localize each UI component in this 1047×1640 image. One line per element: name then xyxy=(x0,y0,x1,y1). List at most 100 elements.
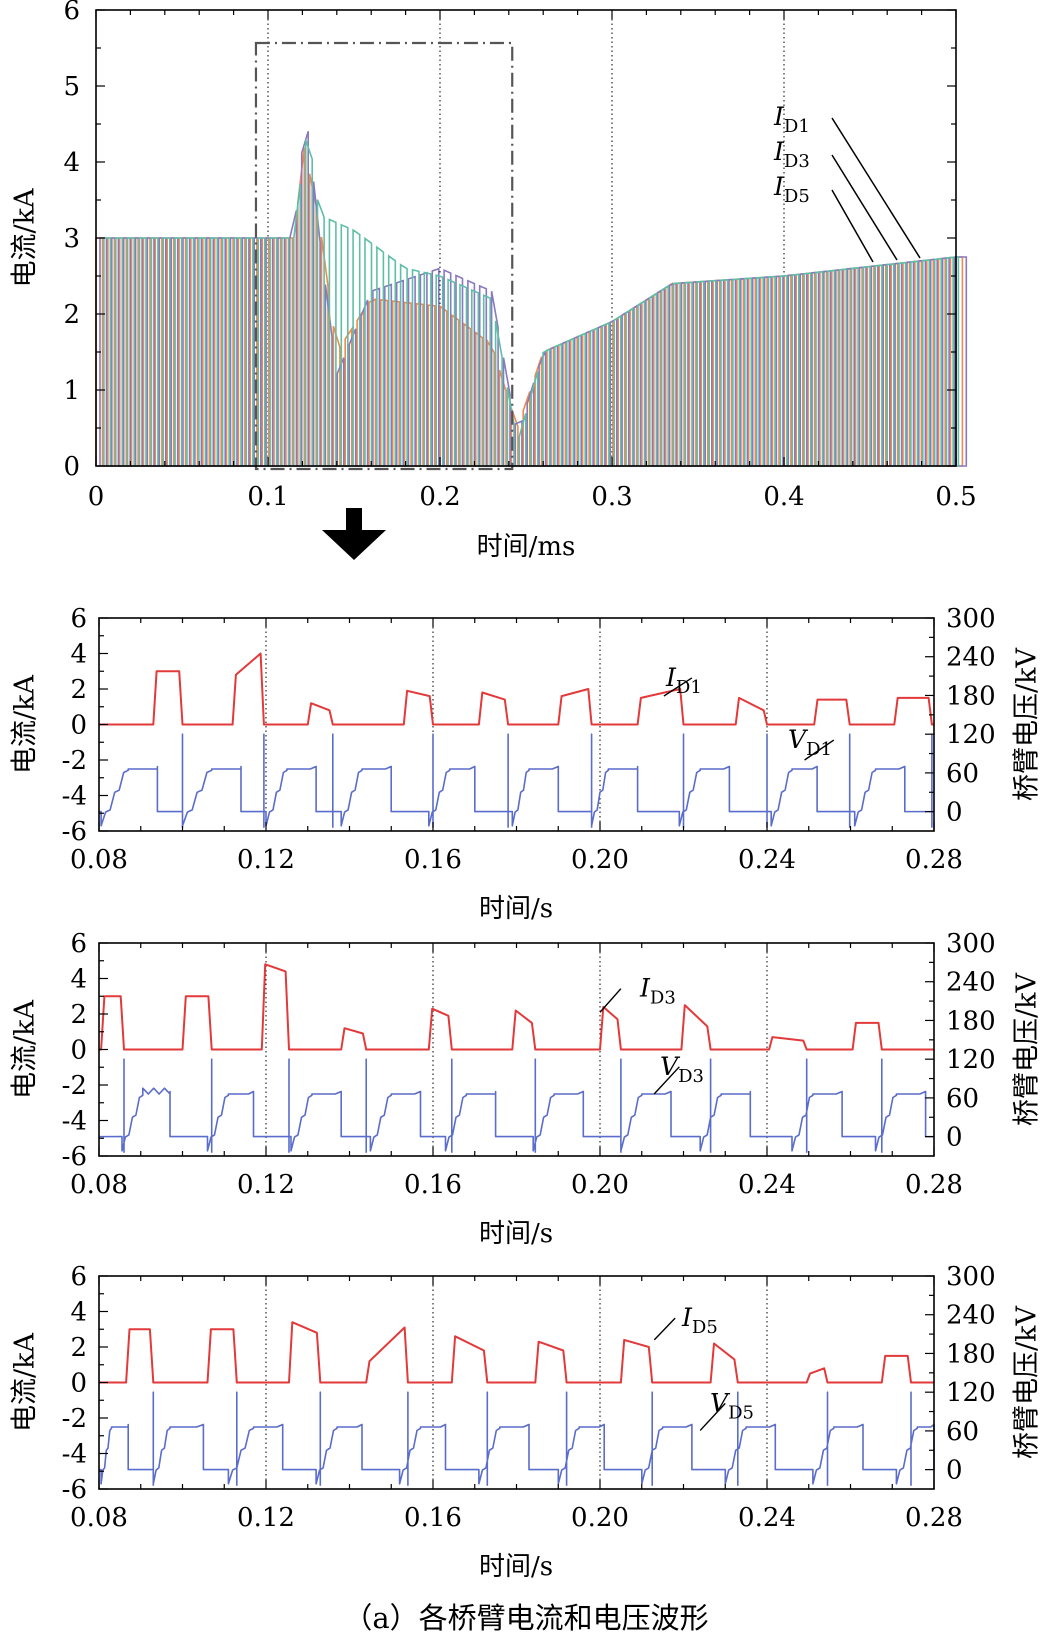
x-tick-label: 0.3 xyxy=(591,482,632,512)
annotation-label-i-d1: ID1 xyxy=(665,663,702,698)
series-line-i-d3 xyxy=(99,131,968,467)
y-right-tick-label: 120 xyxy=(946,1045,996,1075)
y-right-tick-label: 300 xyxy=(946,1262,996,1292)
y-tick-label: 0 xyxy=(70,1036,87,1066)
annotation-label-v-d5: VD5 xyxy=(710,1388,754,1423)
x-tick-label: 0.5 xyxy=(935,482,976,512)
x-tick-label: 0.2 xyxy=(419,482,460,512)
y-tick-label: -6 xyxy=(62,817,87,847)
y-right-tick-label: 60 xyxy=(946,1084,979,1114)
y-right-tick-label: 0 xyxy=(946,1123,963,1153)
x-tick-label: 0.16 xyxy=(404,1503,462,1533)
x-tick-label: 0.12 xyxy=(237,1503,295,1533)
y-tick-label: -6 xyxy=(62,1475,87,1505)
y-tick-label: 1 xyxy=(63,376,80,406)
chart-panel-d1: 0.08 0.12 0.16 0.20 0.24 0.28-6-4-20246060120… xyxy=(10,604,1043,924)
y-tick-label: 4 xyxy=(70,965,87,995)
y-tick-label: 4 xyxy=(70,640,87,670)
y-right-tick-label: 0 xyxy=(946,798,963,828)
annotation-leader-line xyxy=(599,988,622,1013)
y-right-tick-label: 300 xyxy=(946,604,996,634)
series-line-i-d1 xyxy=(99,652,934,726)
y-tick-label: 0 xyxy=(63,452,80,482)
y-tick-label: -4 xyxy=(62,782,87,812)
y-right-tick-label: 240 xyxy=(946,968,996,998)
down-arrow-icon xyxy=(322,508,386,560)
y-tick-label: 2 xyxy=(70,1333,87,1363)
series-line-v-d3 xyxy=(98,1058,935,1153)
y-tick-label: 4 xyxy=(70,1298,87,1328)
annotation-label-i-d3: ID3 xyxy=(639,974,676,1009)
x-tick-label: 0.4 xyxy=(763,482,804,512)
y-right-tick-label: 120 xyxy=(946,1378,996,1408)
annotation-leader-line xyxy=(699,1402,726,1431)
x-axis-title: 时间/s xyxy=(479,894,553,924)
y-right-tick-label: 60 xyxy=(946,759,979,789)
x-tick-label: 0.12 xyxy=(237,1170,295,1200)
x-tick-label: 0.08 xyxy=(70,1503,128,1533)
x-tick-label: 0.28 xyxy=(905,845,963,875)
y-tick-label: 2 xyxy=(70,1000,87,1030)
y-axis-title: 电流/kA xyxy=(10,1000,41,1099)
annotation-leader-line xyxy=(831,117,921,259)
x-tick-label: 0.24 xyxy=(738,1503,796,1533)
y-tick-label: 0 xyxy=(70,711,87,741)
y-tick-label: -2 xyxy=(62,1071,87,1101)
x-tick-label: 0.20 xyxy=(571,1170,629,1200)
series-line-v-d1 xyxy=(98,733,935,828)
y-tick-label: 2 xyxy=(70,675,87,705)
y-tick-label: 5 xyxy=(63,72,80,102)
y-tick-label: 6 xyxy=(70,929,87,959)
y-tick-label: 6 xyxy=(70,1262,87,1292)
x-tick-label: 0.08 xyxy=(70,1170,128,1200)
annotation-leader-line xyxy=(831,189,874,263)
y-right-tick-label: 240 xyxy=(946,1301,996,1331)
y-tick-label: -6 xyxy=(62,1142,87,1172)
y-right-tick-label: 60 xyxy=(946,1417,979,1447)
x-tick-label: 0 xyxy=(88,482,105,512)
x-tick-label: 0.16 xyxy=(404,1170,462,1200)
chart-panel-d5: 0.08 0.12 0.16 0.20 0.24 0.28-6-4-20246060120… xyxy=(10,1262,1043,1582)
x-axis-title: 时间/ms xyxy=(477,532,576,562)
y-tick-label: 0 xyxy=(70,1369,87,1399)
x-axis-title: 时间/s xyxy=(479,1219,553,1249)
x-tick-label: 0.28 xyxy=(905,1503,963,1533)
x-tick-label: 0.28 xyxy=(905,1170,963,1200)
y-tick-label: 4 xyxy=(63,148,80,178)
x-tick-label: 0.24 xyxy=(738,845,796,875)
annotation-leader-line xyxy=(663,677,693,697)
x-tick-label: 0.12 xyxy=(237,845,295,875)
annotation-label-i-d5: ID5 xyxy=(681,1303,718,1338)
series-line-i-d5 xyxy=(99,1321,934,1384)
annotation-leader-line xyxy=(653,1066,680,1095)
y-tick-label: 6 xyxy=(63,0,80,26)
y-tick-label: 6 xyxy=(70,604,87,634)
annotation-label-d1: ID1 xyxy=(773,102,810,137)
series-line-i-d3 xyxy=(99,963,934,1051)
y-axis-title: 电流/kA xyxy=(10,188,41,287)
y-axis-title: 电流/kA xyxy=(10,675,41,774)
top-chart-panel: 0 0.1 0.2 0.3 0.4 0.5 0 1 2 3 4 5 6 时间/ms 电流/kA ID1ID3I… xyxy=(10,0,977,562)
zoom-highlight-box xyxy=(254,41,514,471)
annotation-leader-line xyxy=(804,739,835,761)
annotation-label-v-d3: VD3 xyxy=(660,1052,704,1087)
y-tick-label: 3 xyxy=(63,224,80,254)
x-tick-label: 0.16 xyxy=(404,845,462,875)
x-tick-label: 0.08 xyxy=(70,845,128,875)
y-tick-label: -2 xyxy=(62,746,87,776)
annotation-leader-line xyxy=(831,154,898,261)
x-tick-label: 0.1 xyxy=(247,482,288,512)
figure-caption: （a）各桥臂电流和电压波形 xyxy=(343,1601,708,1635)
series-line-v-d5 xyxy=(98,1391,935,1486)
y-tick-label: -2 xyxy=(62,1404,87,1434)
y-right-axis-title: 桥臂电压/kV xyxy=(1012,648,1043,801)
y-right-tick-label: 180 xyxy=(946,1006,996,1036)
y-right-axis-title: 桥臂电压/kV xyxy=(1012,973,1043,1126)
chart-panel-d3: 0.08 0.12 0.16 0.20 0.24 0.28-6-4-20246060120… xyxy=(10,929,1043,1249)
annotation-label-d3: ID3 xyxy=(773,137,810,172)
x-tick-label: 0.24 xyxy=(738,1170,796,1200)
y-right-tick-label: 300 xyxy=(946,929,996,959)
annotation-leader-line xyxy=(653,1317,676,1341)
y-right-tick-label: 180 xyxy=(946,681,996,711)
